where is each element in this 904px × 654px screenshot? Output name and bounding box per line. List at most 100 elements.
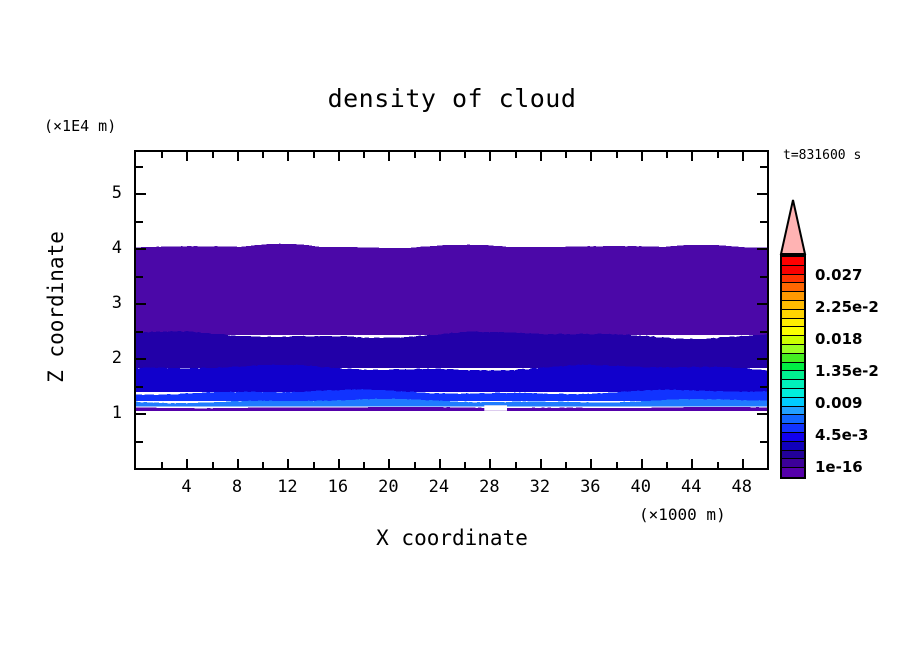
y-tick-major-right <box>757 358 767 361</box>
colorbar-band <box>782 432 804 442</box>
colorbar-band <box>782 468 804 477</box>
x-axis-title: X coordinate <box>376 526 528 550</box>
x-tick-minor <box>211 462 214 468</box>
x-tick-major-top <box>640 152 643 161</box>
x-tick-major <box>337 459 340 468</box>
y-tick-major <box>136 413 146 416</box>
x-tick-major <box>186 459 189 468</box>
x-tick-major <box>236 459 239 468</box>
x-tick-minor <box>514 462 517 468</box>
x-tick-major <box>741 459 744 468</box>
x-tick-label: 44 <box>681 477 702 497</box>
x-tick-major-top <box>539 152 542 161</box>
x-tick-minor <box>363 462 366 468</box>
x-tick-minor-top <box>514 152 517 158</box>
colorbar-band <box>782 283 804 293</box>
x-tick-label: 20 <box>378 477 399 497</box>
x-tick-minor <box>615 462 618 468</box>
y-axis-unit-label: (×1E4 m) <box>44 117 117 135</box>
colorbar-band <box>782 265 804 275</box>
y-tick-label: 5 <box>111 183 122 204</box>
x-tick-major-top <box>741 152 744 161</box>
colorbar-band <box>782 318 804 328</box>
x-tick-major-top <box>337 152 340 161</box>
colorbar-tick-label: 2.25e-2 <box>815 297 879 316</box>
y-tick-label: 2 <box>111 348 122 369</box>
x-tick-major <box>691 459 694 468</box>
colorbar-band <box>782 300 804 310</box>
x-tick-minor-top <box>767 152 769 158</box>
colorbar-band <box>782 274 804 284</box>
x-tick-label: 36 <box>580 477 601 497</box>
colorbar-tick-label: 0.009 <box>815 393 863 412</box>
x-tick-major-top <box>489 152 492 161</box>
colorbar-band <box>782 344 804 354</box>
y-tick-minor <box>136 220 143 223</box>
x-tick-major-top <box>236 152 239 161</box>
x-tick-minor <box>161 462 164 468</box>
x-tick-label: 24 <box>428 477 450 497</box>
x-tick-minor-top <box>312 152 315 158</box>
x-tick-label: 28 <box>479 477 500 497</box>
y-tick-major-right <box>757 303 767 306</box>
colorbar-band <box>782 388 804 398</box>
x-tick-minor <box>312 462 315 468</box>
colorbar-band <box>782 362 804 372</box>
x-tick-major <box>539 459 542 468</box>
x-tick-minor-top <box>716 152 719 158</box>
x-tick-major <box>640 459 643 468</box>
colorbar-tick-label: 4.5e-3 <box>815 425 869 444</box>
x-tick-major-top <box>388 152 391 161</box>
y-tick-minor-right <box>760 220 767 223</box>
x-tick-minor-top <box>262 152 265 158</box>
y-tick-major-right <box>757 193 767 196</box>
y-tick-minor-right <box>760 165 767 168</box>
y-tick-minor <box>136 330 143 333</box>
colorbar-band <box>782 309 804 319</box>
x-tick-minor-top <box>666 152 669 158</box>
x-tick-minor <box>666 462 669 468</box>
x-tick-label: 40 <box>630 477 652 497</box>
colorbar <box>779 199 807 479</box>
x-tick-major-top <box>590 152 593 161</box>
colorbar-band <box>782 406 804 416</box>
y-tick-minor-right <box>760 275 767 278</box>
x-tick-major <box>388 459 391 468</box>
y-tick-label: 1 <box>111 403 122 424</box>
x-tick-major-top <box>186 152 189 161</box>
x-axis-unit-label: (×1000 m) <box>639 505 726 524</box>
colorbar-band <box>782 380 804 389</box>
x-tick-minor-top <box>211 152 214 158</box>
x-tick-minor <box>565 462 568 468</box>
y-tick-major-right <box>757 248 767 251</box>
x-tick-label: 4 <box>181 477 192 497</box>
x-tick-minor-top <box>464 152 467 158</box>
x-tick-major <box>287 459 290 468</box>
colorbar-tick-label: 1.35e-2 <box>815 361 879 380</box>
x-tick-label: 16 <box>327 477 349 497</box>
x-tick-minor <box>413 462 416 468</box>
y-tick-minor <box>136 385 143 388</box>
x-tick-major <box>438 459 441 468</box>
colorbar-band <box>782 397 804 407</box>
colorbar-band <box>782 257 804 266</box>
colorbar-tick-label: 1e-16 <box>815 457 863 476</box>
y-tick-label: 4 <box>111 238 122 259</box>
colorbar-tick-label: 0.027 <box>815 265 863 284</box>
contour-field <box>136 152 767 468</box>
colorbar-band <box>782 336 804 345</box>
page-title: density of cloud <box>327 84 577 113</box>
x-tick-minor <box>767 462 769 468</box>
y-tick-minor-right <box>760 440 767 443</box>
y-tick-major <box>136 303 146 306</box>
x-tick-minor <box>716 462 719 468</box>
x-tick-minor-top <box>363 152 366 158</box>
y-tick-minor <box>136 275 143 278</box>
x-tick-label: 48 <box>731 477 752 497</box>
colorbar-extend-arrow-icon <box>779 199 807 255</box>
colorbar-band <box>782 371 804 381</box>
y-tick-minor <box>136 165 143 168</box>
y-tick-minor-right <box>760 330 767 333</box>
x-tick-major <box>590 459 593 468</box>
colorbar-band <box>782 415 804 425</box>
